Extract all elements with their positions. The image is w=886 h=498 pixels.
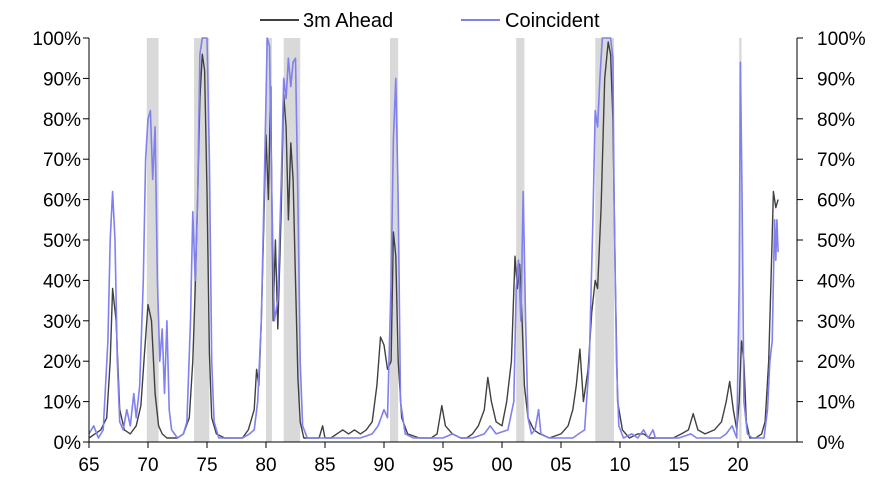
recession-band <box>516 38 525 442</box>
right-y-tick-label: 80% <box>817 110 855 131</box>
left-y-tick-label: 80% <box>43 110 81 131</box>
x-tick-label: 05 <box>550 455 571 476</box>
legend: 3m Ahead Coincident <box>260 10 600 32</box>
recession-band <box>266 38 272 442</box>
right-y-tick-label: 100% <box>817 29 866 50</box>
recession-band <box>739 38 742 442</box>
right-y-tick-label: 50% <box>817 231 855 252</box>
x-tick-label: 95 <box>432 455 453 476</box>
legend-label-coincident: Coincident <box>505 10 600 32</box>
left-y-tick-label: 30% <box>43 312 81 333</box>
right-y-tick-label: 20% <box>817 352 855 373</box>
x-tick-label: 75 <box>196 455 217 476</box>
recession-band <box>595 38 615 442</box>
right-y-axis-ticks: 0% 10% 20% 30% 40% 50% 60% 70% 80% 90% 100% <box>797 29 866 454</box>
x-axis-ticks: 65 70 75 80 85 90 95 00 05 10 15 20 <box>78 442 749 476</box>
x-tick-label: 00 <box>491 455 512 476</box>
left-y-axis-ticks: 0% 10% 20% 30% 40% 50% 60% 70% 80% 90% 100% <box>32 29 89 454</box>
x-tick-label: 65 <box>78 455 99 476</box>
x-tick-label: 15 <box>668 455 689 476</box>
x-tick-label: 20 <box>727 455 748 476</box>
recession-band <box>146 38 159 442</box>
x-tick-label: 10 <box>609 455 630 476</box>
x-tick-label: 85 <box>314 455 335 476</box>
x-tick-label: 90 <box>373 455 394 476</box>
right-y-tick-label: 90% <box>817 69 855 90</box>
legend-label-3m-ahead: 3m Ahead <box>303 10 393 32</box>
left-y-tick-label: 60% <box>43 191 81 212</box>
right-y-tick-label: 40% <box>817 271 855 292</box>
left-y-tick-label: 40% <box>43 271 81 292</box>
series-line-coincident <box>88 37 779 439</box>
right-y-tick-label: 60% <box>817 191 855 212</box>
right-y-tick-label: 10% <box>817 393 855 414</box>
left-y-tick-label: 90% <box>43 69 81 90</box>
right-y-tick-label: 30% <box>817 312 855 333</box>
right-y-tick-label: 0% <box>817 433 845 454</box>
left-y-tick-label: 0% <box>54 433 82 454</box>
left-y-tick-label: 50% <box>43 231 81 252</box>
series-lines <box>88 37 779 439</box>
x-tick-label: 80 <box>255 455 276 476</box>
right-y-tick-label: 70% <box>817 150 855 171</box>
x-tick-label: 70 <box>137 455 158 476</box>
left-y-tick-label: 100% <box>32 29 81 50</box>
left-y-tick-label: 20% <box>43 352 81 373</box>
left-y-tick-label: 10% <box>43 393 81 414</box>
left-y-tick-label: 70% <box>43 150 81 171</box>
